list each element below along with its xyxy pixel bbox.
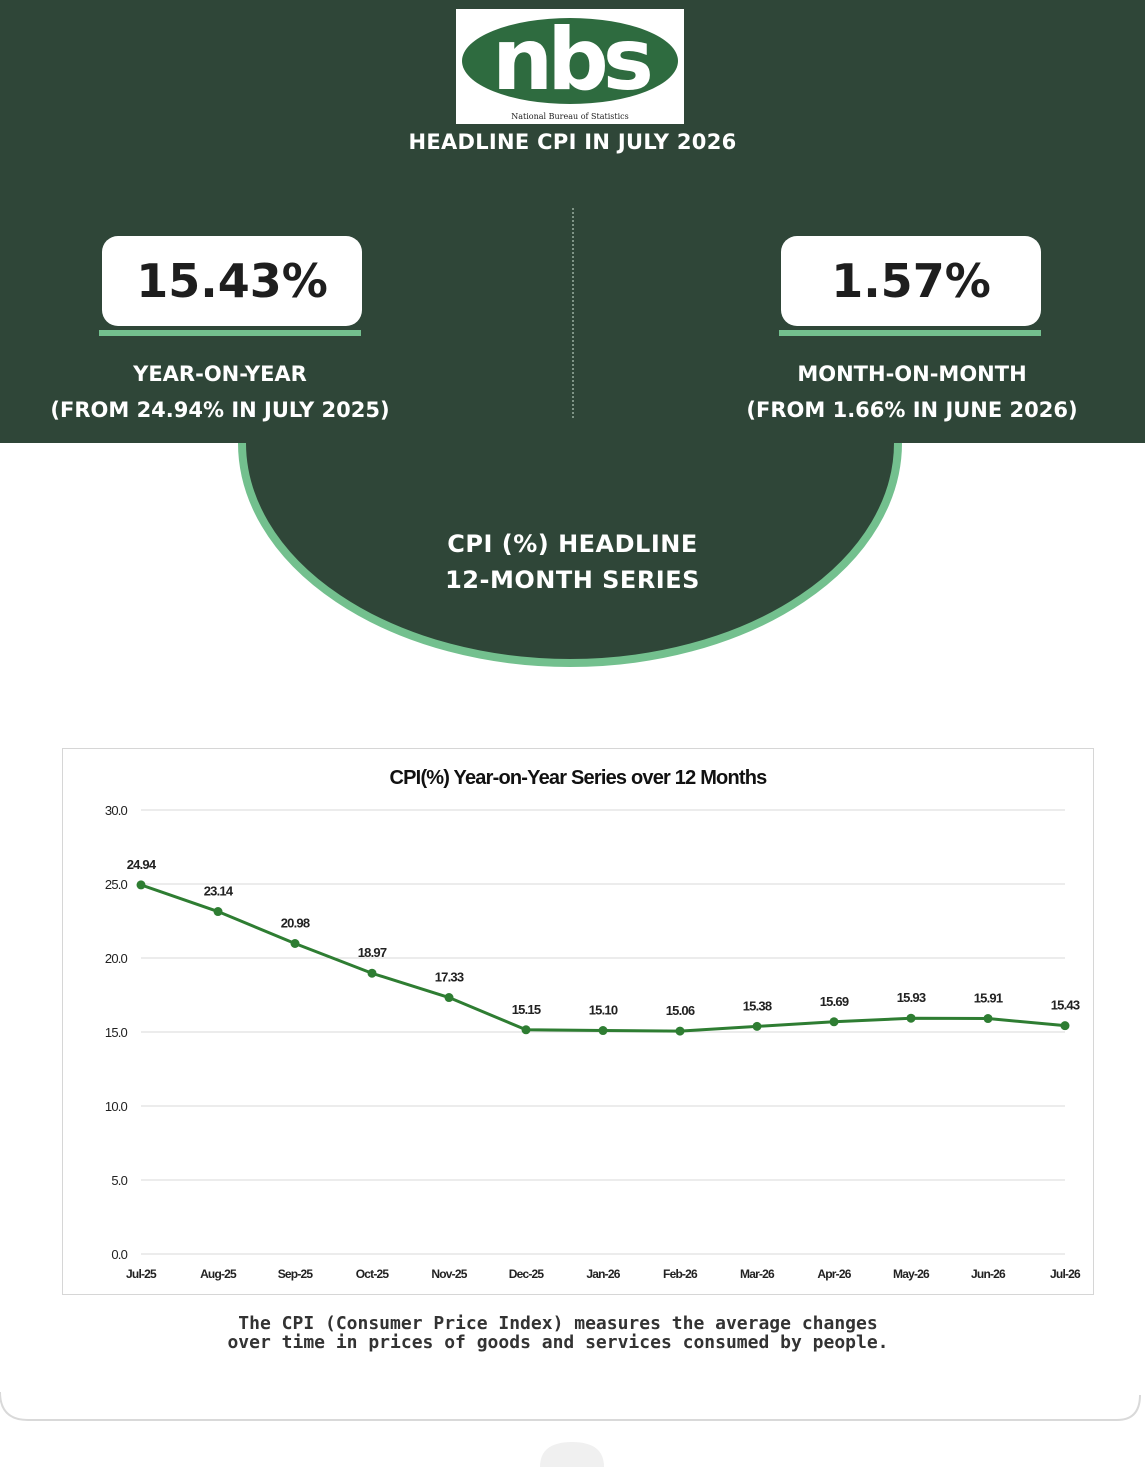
yoy-value-box: 15.43%	[102, 236, 362, 326]
svg-text:nbs: nbs	[492, 10, 651, 110]
data-label: 15.69	[820, 994, 849, 1009]
x-tick-label: Apr-26	[817, 1267, 851, 1281]
data-point	[213, 907, 223, 917]
x-tick-label: May-26	[893, 1267, 930, 1281]
mom-label-sub: (FROM 1.66% IN JUNE 2026)	[746, 398, 1078, 422]
x-tick-label: Dec-25	[509, 1267, 545, 1281]
data-label: 15.06	[666, 1003, 695, 1018]
data-label: 23.14	[204, 884, 234, 899]
data-label: 15.43	[1051, 998, 1080, 1013]
mom-value-box: 1.57%	[781, 236, 1041, 326]
x-tick-label: Jul-25	[126, 1267, 157, 1281]
data-label: 24.94	[127, 857, 157, 872]
data-point	[290, 938, 300, 948]
caption-line2: over time in prices of goods and service…	[227, 1332, 889, 1353]
data-point	[752, 1021, 762, 1031]
data-point	[829, 1017, 839, 1027]
data-point	[521, 1025, 531, 1035]
yoy-underline	[99, 330, 361, 336]
series-heading-line1: CPI (%) HEADLINE	[447, 530, 698, 558]
x-tick-label: Feb-26	[663, 1267, 698, 1281]
chart-title: CPI(%) Year-on-Year Series over 12 Month…	[390, 767, 768, 789]
cpi-caption: The CPI (Consumer Price Index) measures …	[0, 1314, 1116, 1352]
x-tick-label: Jan-26	[586, 1267, 620, 1281]
x-tick-label: Sep-25	[278, 1267, 314, 1281]
yoy-label: YEAR-ON-YEAR (FROM 24.94% IN JULY 2025)	[0, 356, 440, 428]
data-label: 15.10	[589, 1003, 618, 1018]
x-tick-label: Aug-25	[200, 1267, 237, 1281]
mom-underline	[779, 330, 1041, 336]
series-heading: CPI (%) HEADLINE 12-MONTH SERIES	[0, 526, 1145, 598]
x-tick-label: Mar-26	[740, 1267, 775, 1281]
mom-label: MONTH-ON-MONTH (FROM 1.66% IN JUNE 2026)	[692, 356, 1132, 428]
data-label: 17.33	[435, 970, 464, 985]
data-point	[983, 1014, 993, 1024]
y-tick-label: 30.0	[105, 803, 128, 818]
y-tick-label: 10.0	[105, 1099, 128, 1114]
headline-title: HEADLINE CPI IN JULY 2026	[408, 130, 737, 154]
x-tick-label: Jun-26	[971, 1267, 1006, 1281]
data-label: 20.98	[281, 915, 310, 930]
x-tick-label: Oct-25	[356, 1267, 390, 1281]
mom-label-main: MONTH-ON-MONTH	[797, 362, 1027, 386]
cpi-chart: CPI(%) Year-on-Year Series over 12 Month…	[62, 748, 1094, 1295]
x-tick-label: Jul-26	[1050, 1267, 1081, 1281]
data-label: 18.97	[358, 945, 387, 960]
y-tick-label: 5.0	[111, 1173, 127, 1188]
data-point	[598, 1026, 608, 1036]
svg-text:National Bureau of Statistics: National Bureau of Statistics	[511, 112, 628, 121]
yoy-value: 15.43%	[136, 254, 328, 308]
data-point	[906, 1013, 916, 1023]
yoy-label-main: YEAR-ON-YEAR	[133, 362, 307, 386]
y-tick-label: 20.0	[105, 951, 128, 966]
cpi-chart-svg: CPI(%) Year-on-Year Series over 12 Month…	[105, 767, 1082, 1281]
nbs-logo: nbs National Bureau of Statistics	[456, 9, 684, 124]
data-label: 15.91	[974, 991, 1003, 1006]
data-point	[136, 880, 146, 890]
data-point	[444, 993, 454, 1003]
data-point	[675, 1026, 685, 1036]
y-tick-label: 15.0	[105, 1025, 128, 1040]
mom-value: 1.57%	[831, 254, 991, 308]
x-tick-label: Nov-25	[431, 1267, 467, 1281]
yoy-label-sub: (FROM 24.94% IN JULY 2025)	[50, 398, 390, 422]
data-label: 15.93	[897, 990, 926, 1005]
data-point	[1060, 1021, 1070, 1031]
caption-line1: The CPI (Consumer Price Index) measures …	[238, 1313, 878, 1334]
series-heading-line2: 12-MONTH SERIES	[445, 566, 700, 594]
y-tick-label: 25.0	[105, 877, 128, 892]
y-tick-label: 0.0	[111, 1247, 127, 1262]
stats-divider	[572, 208, 574, 418]
data-point	[367, 968, 377, 978]
data-label: 15.38	[743, 998, 772, 1013]
data-label: 15.15	[512, 1002, 541, 1017]
